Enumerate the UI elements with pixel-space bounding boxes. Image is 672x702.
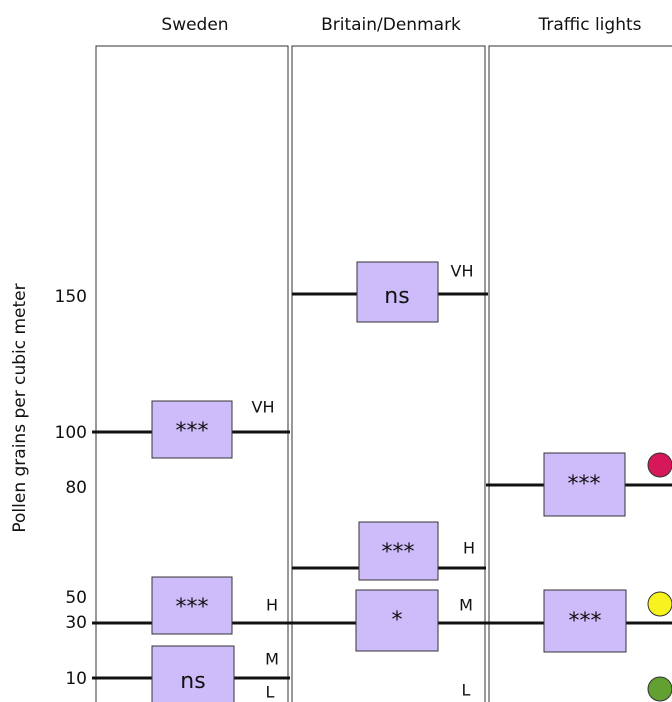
y-tick-label: 50 [65,588,87,608]
y-tick-label: 10 [65,669,87,689]
significance: ns [384,284,409,309]
significance-box: ns [151,645,235,702]
level-label: VH [451,262,474,281]
significance-box: *** [543,589,627,653]
significance: *** [382,540,415,565]
significance: *** [569,609,602,634]
column-title: Britain/Denmark [321,15,461,35]
column-frame [488,45,672,702]
significance: *** [568,472,601,497]
significance-box: *** [543,452,626,517]
level-label: M [265,650,279,669]
y-tick-label: 30 [65,613,87,633]
column-title: Sweden [161,15,228,35]
y-axis-label: Pollen grains per cubic meter [10,283,30,532]
significance: * [392,608,403,633]
column-frame [95,45,289,702]
significance-box: * [355,589,439,652]
y-tick-label: 100 [55,423,87,443]
significance: *** [176,419,209,444]
level-label: H [266,596,278,615]
column-frame [291,45,486,702]
level-label: L [462,681,471,700]
level-label: H [463,539,475,558]
red-light [647,452,672,478]
level-label: M [459,596,473,615]
green-light [647,676,672,702]
significance: *** [176,595,209,620]
level-label: VH [252,398,275,417]
yellow-light [647,591,672,617]
level-label: L [266,683,275,702]
significance-box: *** [151,400,233,459]
y-tick-label: 80 [65,478,87,498]
significance-box: ns [356,261,439,323]
y-tick-label: 150 [55,287,87,307]
column-title: Traffic lights [537,15,641,35]
significance: ns [180,669,205,694]
significance-box: *** [151,576,233,635]
significance-box: *** [358,521,439,581]
